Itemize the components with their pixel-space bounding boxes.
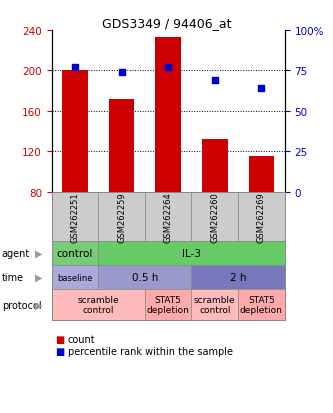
Point — [259, 85, 264, 92]
Text: scramble
control: scramble control — [194, 295, 236, 315]
Text: GSM262264: GSM262264 — [164, 192, 173, 242]
Bar — [109, 100, 134, 192]
Text: control: control — [57, 249, 93, 259]
Point — [212, 78, 217, 84]
Point — [72, 65, 78, 71]
Text: GSM262259: GSM262259 — [117, 192, 126, 242]
Text: IL-3: IL-3 — [182, 249, 201, 259]
Bar — [248, 157, 274, 192]
Text: STAT5
depletion: STAT5 depletion — [147, 295, 189, 315]
Text: baseline: baseline — [57, 273, 93, 282]
Text: percentile rank within the sample: percentile rank within the sample — [68, 347, 232, 356]
Text: GSM262260: GSM262260 — [210, 192, 219, 242]
Text: GSM262269: GSM262269 — [257, 192, 266, 242]
Bar — [202, 140, 228, 192]
Bar — [62, 71, 88, 192]
Text: time: time — [2, 273, 24, 282]
Text: ▶: ▶ — [35, 300, 42, 310]
Point — [119, 69, 124, 76]
Point — [166, 65, 171, 71]
Text: ▶: ▶ — [35, 273, 42, 282]
Text: 0.5 h: 0.5 h — [132, 273, 158, 282]
Text: 2 h: 2 h — [230, 273, 246, 282]
Text: ■: ■ — [55, 334, 64, 344]
Text: scramble
control: scramble control — [77, 295, 119, 315]
Text: ▶: ▶ — [35, 249, 42, 259]
Text: GDS3349 / 94406_at: GDS3349 / 94406_at — [102, 17, 231, 30]
Text: ■: ■ — [55, 347, 64, 356]
Text: GSM262251: GSM262251 — [70, 192, 80, 242]
Text: STAT5
depletion: STAT5 depletion — [240, 295, 283, 315]
Text: protocol: protocol — [2, 300, 41, 310]
Text: count: count — [68, 334, 95, 344]
Bar — [155, 38, 181, 192]
Text: agent: agent — [2, 249, 30, 259]
